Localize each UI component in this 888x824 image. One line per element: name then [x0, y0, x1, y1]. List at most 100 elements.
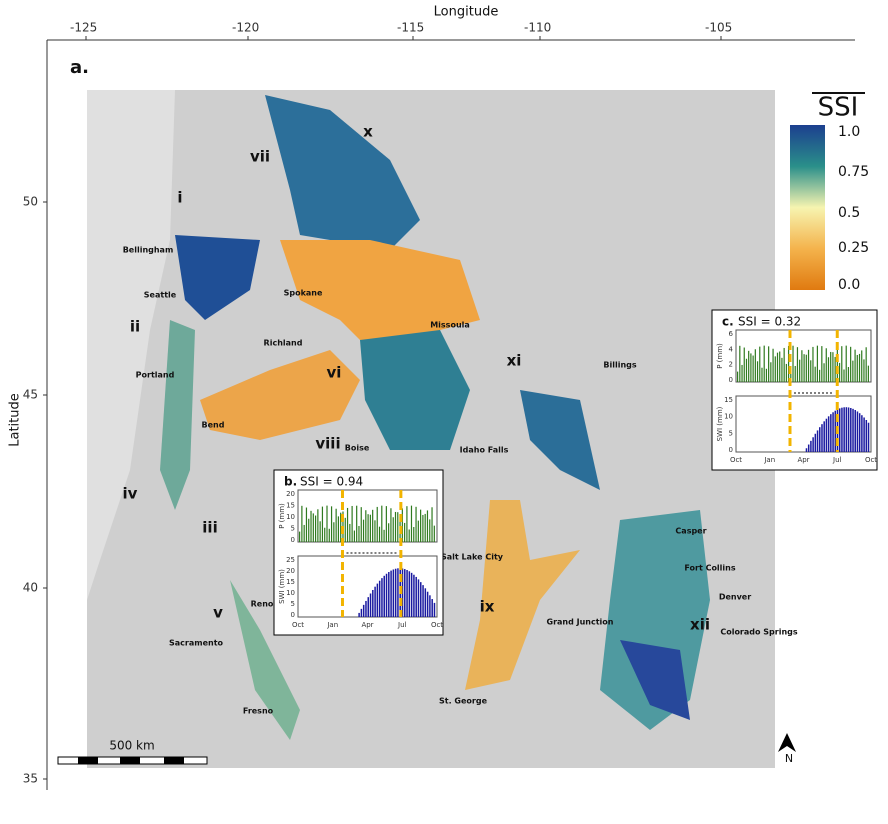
- y-tick-label: 45: [23, 388, 38, 402]
- swi-bar-graphic: [415, 576, 417, 617]
- swi-bar-graphic: [854, 410, 856, 452]
- region-label: i: [177, 189, 182, 207]
- precip-bar-graphic: [819, 369, 821, 382]
- precip-axis-title: P (mm): [716, 343, 724, 369]
- precip-bar-graphic: [765, 368, 768, 382]
- precip-bar-graphic: [739, 345, 741, 382]
- swi-bar-graphic: [838, 408, 841, 452]
- swi-bar-graphic: [433, 602, 436, 617]
- precip-tick-label: 5: [291, 525, 295, 533]
- region-label: viii: [315, 435, 340, 453]
- precip-bar-graphic: [830, 351, 832, 382]
- scale-bar-label: 500 km: [109, 739, 154, 753]
- precip-bar-graphic: [832, 352, 834, 382]
- precip-bar-graphic: [314, 515, 317, 542]
- precip-bar-graphic: [422, 514, 424, 542]
- coast: [87, 90, 175, 600]
- swi-bar-graphic: [417, 579, 420, 617]
- precip-bar-graphic: [799, 359, 801, 382]
- swi-bar-graphic: [394, 568, 397, 617]
- city-label: Grand Junction: [547, 618, 614, 627]
- legend-tick-label: 1.0: [838, 124, 860, 140]
- precip-bar-graphic: [856, 354, 858, 382]
- x-tick-label: -115: [397, 21, 424, 35]
- city-label: Seattle: [144, 291, 177, 300]
- precip-bar-graphic: [847, 367, 850, 382]
- precip-bar-graphic: [353, 530, 355, 542]
- precip-bar-graphic: [783, 347, 785, 382]
- swi-axis-title: SWI (mm): [716, 406, 724, 441]
- month-label: Oct: [730, 456, 742, 464]
- region-blob: [360, 330, 470, 450]
- precip-bar-graphic: [349, 523, 351, 542]
- swi-bar-graphic: [865, 419, 868, 452]
- precip-bar-graphic: [308, 518, 310, 542]
- precip-bar-graphic: [360, 507, 362, 542]
- swi-bar-graphic: [858, 413, 861, 452]
- inset-frame: [711, 309, 878, 471]
- precip-bar-graphic: [420, 509, 422, 542]
- swi-bar-graphic: [816, 430, 819, 452]
- precip-bar-graphic: [312, 513, 314, 542]
- city-label: St. George: [439, 697, 488, 706]
- precip-bar-graphic: [362, 519, 365, 542]
- swi-bar-graphic: [408, 571, 411, 617]
- swi-bar-graphic: [821, 424, 823, 452]
- swi-bar-graphic: [424, 588, 427, 617]
- precip-bar-graphic: [843, 369, 845, 382]
- precip-bar-graphic: [816, 345, 818, 382]
- swi-bar-graphic: [823, 421, 825, 452]
- swi-tick-label: 10: [724, 413, 733, 421]
- precip-bar-graphic: [408, 529, 410, 542]
- precip-bar-graphic: [404, 522, 406, 542]
- precip-bar-graphic: [748, 350, 750, 382]
- month-label: Jul: [832, 456, 842, 464]
- precip-bar-graphic: [761, 367, 763, 382]
- precip-tick-label: 20: [286, 490, 295, 498]
- precip-bar-graphic: [385, 506, 387, 542]
- city-label: Billings: [603, 361, 636, 370]
- precip-bar-graphic: [397, 512, 399, 542]
- inset-label: b.: [284, 475, 297, 489]
- precip-bar-graphic: [776, 352, 779, 382]
- region-label: ix: [480, 598, 495, 616]
- north-label: N: [785, 752, 793, 765]
- swi-bar-graphic: [867, 422, 870, 452]
- precip-bar-graphic: [344, 517, 346, 542]
- precip-bar-graphic: [324, 527, 326, 542]
- precip-bar-graphic: [754, 349, 756, 382]
- swi-bar-graphic: [410, 572, 413, 617]
- month-label: Oct: [431, 621, 443, 629]
- month-label: Jul: [397, 621, 407, 629]
- precip-bar-graphic: [388, 523, 390, 542]
- y-tick-label: 35: [23, 772, 38, 786]
- precip-bar-graphic: [394, 511, 397, 542]
- swi-bar-graphic: [845, 407, 848, 452]
- precip-bar-graphic: [340, 512, 342, 542]
- region-label: xii: [690, 616, 710, 634]
- precip-bar-graphic: [861, 350, 863, 382]
- precip-tick-label: 10: [286, 513, 295, 521]
- city-label: Reno: [251, 600, 274, 609]
- precip-bar-graphic: [807, 349, 810, 382]
- precip-tick-label: 0: [291, 536, 295, 544]
- y-tick-label: 40: [23, 581, 38, 595]
- precip-bar-graphic: [431, 507, 433, 542]
- precip-bar-graphic: [750, 353, 752, 382]
- region-blob: [160, 320, 195, 510]
- precip-bar-graphic: [825, 348, 827, 382]
- swi-bar-graphic: [369, 593, 372, 617]
- precip-bar-graphic: [756, 361, 759, 382]
- region-label: x: [363, 123, 373, 141]
- precip-bar-graphic: [759, 346, 761, 382]
- precip-bar-graphic: [867, 365, 869, 382]
- city-label: Portland: [136, 371, 175, 380]
- precip-bar-graphic: [413, 527, 415, 542]
- swi-tick-label: 25: [286, 556, 295, 564]
- y-tick-label: 50: [23, 195, 38, 209]
- inset-title: SSI = 0.32: [738, 315, 801, 329]
- precip-bar-graphic: [836, 348, 838, 382]
- precip-bar-graphic: [358, 525, 360, 542]
- region-label: xi: [507, 352, 522, 370]
- swi-bar-graphic: [841, 407, 843, 452]
